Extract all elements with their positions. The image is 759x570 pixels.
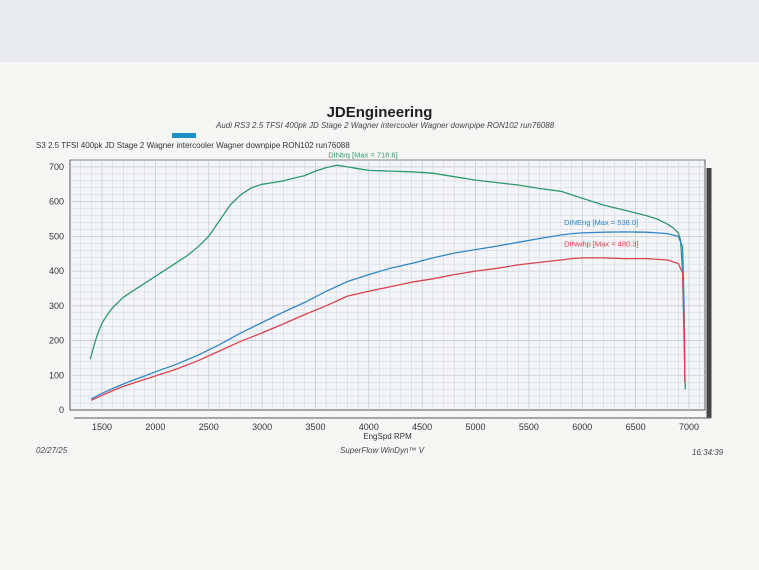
print-date: 02/27/25	[36, 446, 68, 455]
x-tick-label: 6000	[572, 422, 592, 432]
y-tick-label: 400	[49, 266, 64, 276]
series-line-DINEng	[90, 231, 686, 400]
software-name: SuperFlow WinDyn™ V	[340, 446, 424, 455]
y-tick-label: 600	[49, 197, 64, 207]
x-axis-label: EngSpd RPM	[363, 432, 412, 441]
brand-title: JDEngineering	[326, 104, 433, 121]
x-tick-label: 4000	[359, 422, 379, 432]
run-description: S3 2.5 TFSI 400pk JD Stage 2 Wagner inte…	[36, 141, 350, 150]
x-tick-label: 2500	[199, 422, 219, 432]
series-label-DINtrq: DINtrq [Max = 718.6]	[328, 150, 397, 159]
x-tick-label: 4500	[412, 422, 432, 432]
y-tick-label: 300	[49, 301, 64, 311]
y-tick-label: 200	[49, 336, 64, 346]
x-tick-label: 5500	[519, 422, 539, 432]
series-label-DINwhp: DINwhp [Max = 480.3]	[564, 239, 638, 248]
x-tick-label: 6500	[626, 422, 646, 432]
series-line-DINtrq	[89, 164, 686, 390]
x-tick-label: 3500	[305, 422, 325, 432]
y-tick-label: 100	[49, 370, 64, 380]
legend-swatch	[172, 133, 196, 138]
x-tick-label: 5000	[466, 422, 486, 432]
chart-subtitle: Audi RS3 2.5 TFSI 400pk JD Stage 2 Wagne…	[216, 121, 555, 130]
y-tick-label: 700	[49, 162, 64, 172]
print-time: 16:34:39	[692, 448, 724, 457]
x-tick-label: 1500	[92, 422, 112, 432]
x-tick-label: 7000	[679, 422, 699, 432]
x-tick-label: 3000	[252, 422, 272, 432]
series-line-DINwhp	[91, 257, 686, 401]
x-tick-label: 2000	[145, 422, 165, 432]
y-tick-label: 0	[59, 405, 64, 415]
y-tick-label: 500	[49, 231, 64, 241]
series-label-DINEng: DINEng [Max = 538.0]	[564, 218, 638, 227]
